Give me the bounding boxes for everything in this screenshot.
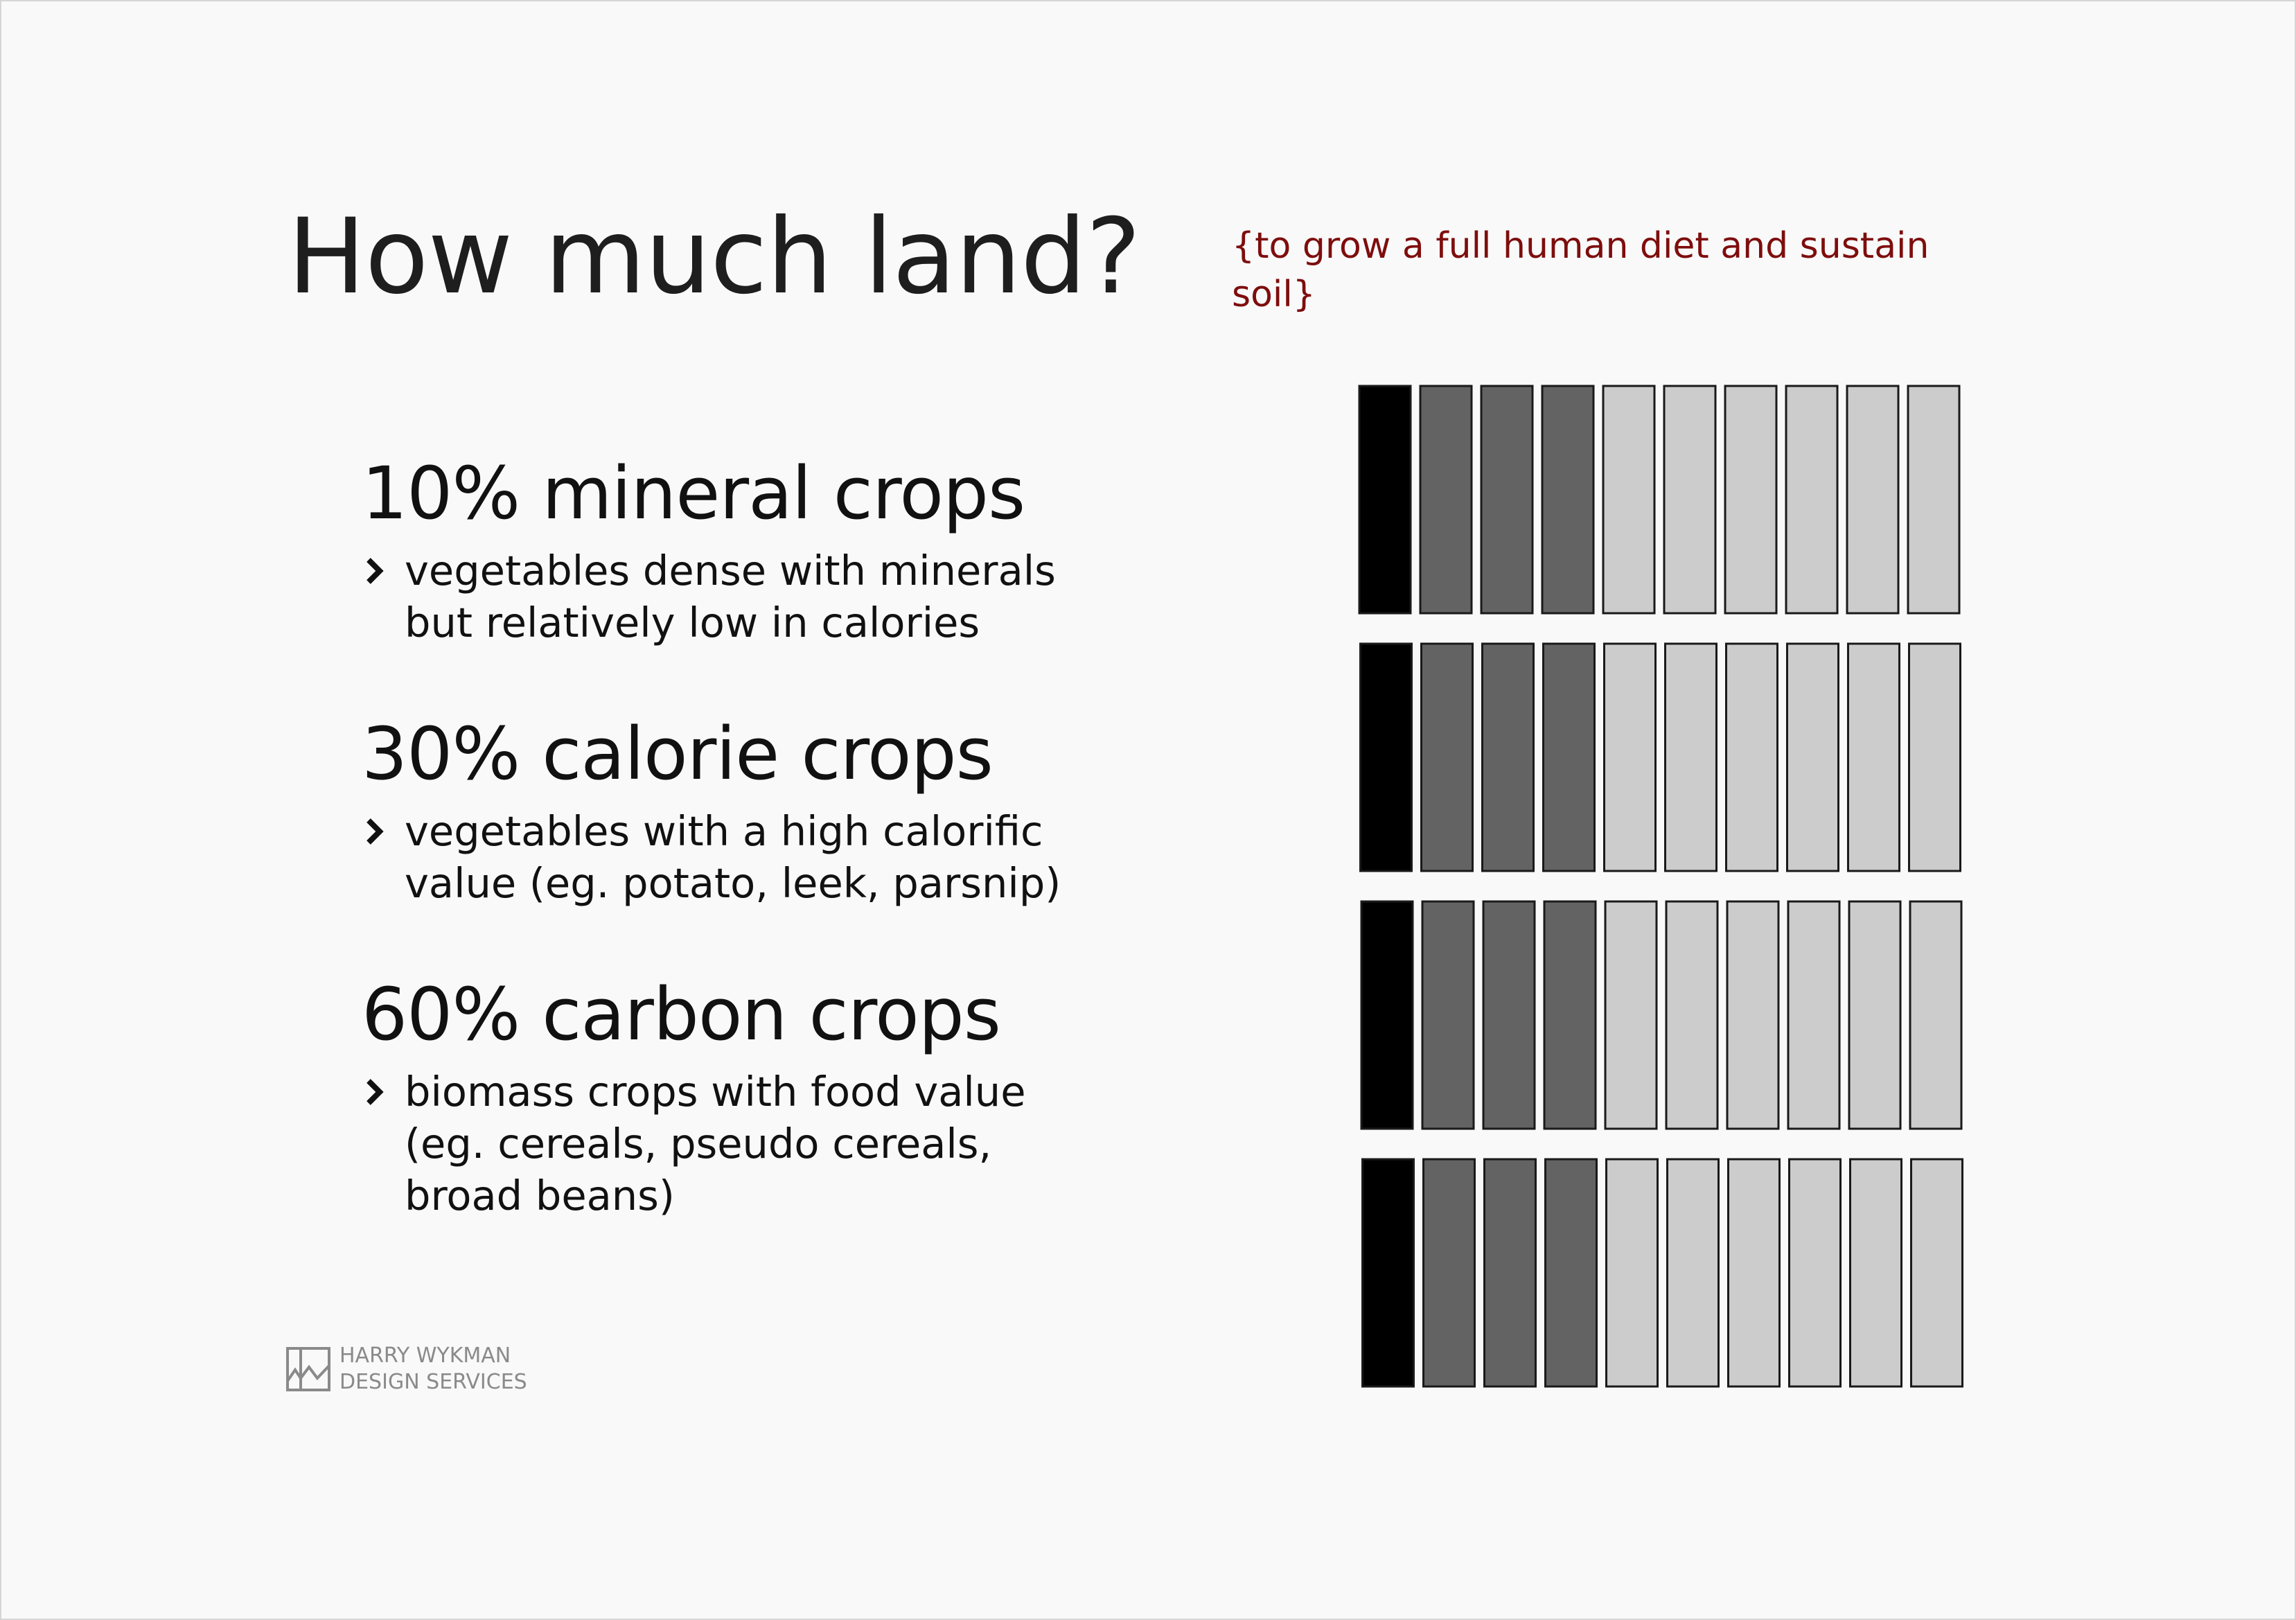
land-grid-row <box>1360 900 1963 1130</box>
land-bar-carbon <box>1846 385 1900 615</box>
entry-description-text: vegetables with a high calorific value (… <box>405 807 1061 907</box>
land-bar-carbon <box>1910 1158 1963 1388</box>
company-logo: HARRY WYKMAN DESIGN SERVICES <box>285 1343 527 1396</box>
land-bar-calorie <box>1482 900 1536 1130</box>
page-title: How much land? <box>288 197 1141 317</box>
land-bar-carbon <box>1666 1158 1720 1388</box>
entry-heading: 30% calorie crops <box>362 712 994 796</box>
land-bar-carbon <box>1909 900 1963 1130</box>
land-bar-calorie <box>1544 1158 1598 1388</box>
page-subtitle: {to grow a full human diet and sustain s… <box>1232 225 1929 315</box>
logo-mark-icon <box>286 1347 330 1391</box>
land-bar-mineral <box>1360 900 1414 1130</box>
land-bar-mineral <box>1359 642 1413 872</box>
land-bar-carbon <box>1788 1158 1842 1388</box>
land-bar-carbon <box>1787 900 1841 1130</box>
land-bar-calorie <box>1543 900 1597 1130</box>
land-bar-carbon <box>1907 385 1961 615</box>
entry-heading: 60% carbon crops <box>362 972 1001 1057</box>
land-bar-carbon <box>1604 900 1658 1130</box>
land-bar-calorie <box>1422 1158 1476 1388</box>
entry-description-text: vegetables dense with minerals but relat… <box>405 547 1056 646</box>
land-bar-carbon <box>1786 642 1839 872</box>
land-bar-carbon <box>1725 642 1778 872</box>
land-allocation-grid <box>1358 385 1975 1396</box>
land-bar-carbon <box>1663 385 1717 615</box>
entry-calorie-crops: 30% calorie crops vegetables with a high… <box>362 718 1061 909</box>
entry-carbon-crops: 60% carbon crops biomass crops with food… <box>362 978 1026 1222</box>
chevron-right-icon <box>367 1079 384 1105</box>
land-bar-calorie <box>1483 1158 1537 1388</box>
chevron-right-icon <box>367 558 384 584</box>
land-bar-mineral <box>1358 385 1412 615</box>
land-bar-carbon <box>1848 900 1902 1130</box>
land-bar-mineral <box>1361 1158 1415 1388</box>
land-bar-calorie <box>1481 642 1535 872</box>
entry-mineral-crops: 10% mineral crops vegetables dense with … <box>362 457 1056 649</box>
land-bar-carbon <box>1665 900 1719 1130</box>
land-bar-carbon <box>1603 642 1657 872</box>
land-bar-carbon <box>1727 1158 1781 1388</box>
land-bar-carbon <box>1724 385 1778 615</box>
land-bar-carbon <box>1847 642 1900 872</box>
land-bar-calorie <box>1419 385 1473 615</box>
land-bar-calorie <box>1421 900 1475 1130</box>
entry-description: biomass crops with food value (eg. cerea… <box>362 1066 1026 1222</box>
land-bar-carbon <box>1908 642 1961 872</box>
land-bar-carbon <box>1849 1158 1902 1388</box>
land-bar-calorie <box>1541 385 1595 615</box>
land-grid-svg <box>1358 385 1963 1388</box>
chevron-right-icon <box>367 818 384 845</box>
entry-description: vegetables dense with minerals but relat… <box>362 545 1056 649</box>
logo-text: HARRY WYKMAN DESIGN SERVICES <box>339 1344 527 1394</box>
land-grid-row <box>1358 385 1961 615</box>
land-bar-carbon <box>1726 900 1780 1130</box>
entry-heading: 10% mineral crops <box>362 451 1025 536</box>
entry-description: vegetables with a high calorific value (… <box>362 805 1061 909</box>
land-bar-carbon <box>1664 642 1717 872</box>
land-bar-calorie <box>1420 642 1474 872</box>
entry-description-text: biomass crops with food value (eg. cerea… <box>405 1068 1026 1220</box>
land-bar-calorie <box>1480 385 1534 615</box>
land-bar-carbon <box>1605 1158 1659 1388</box>
land-bar-carbon <box>1785 385 1839 615</box>
land-bar-calorie <box>1542 642 1596 872</box>
land-grid-row <box>1359 642 1961 872</box>
land-bar-carbon <box>1602 385 1656 615</box>
land-grid-row <box>1361 1158 1963 1388</box>
